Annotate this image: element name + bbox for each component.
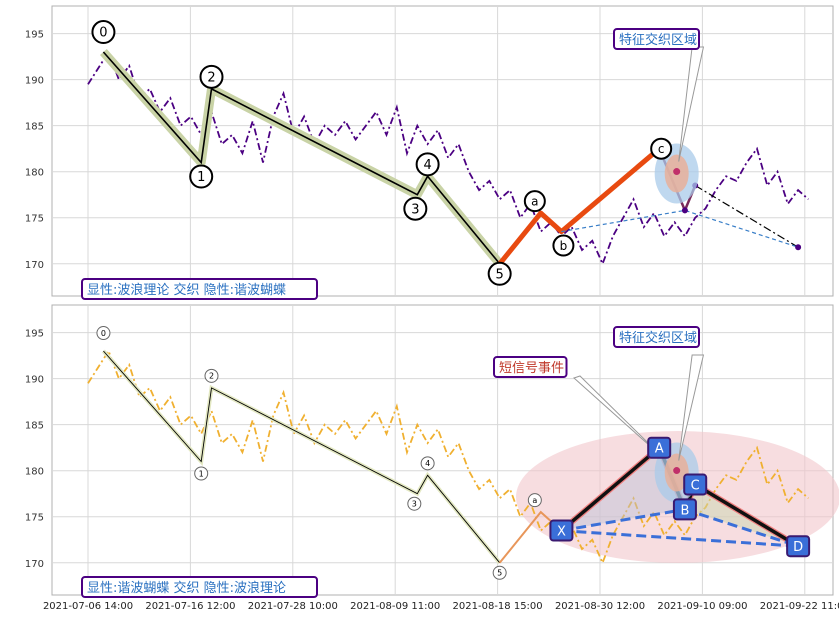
signal-arrow xyxy=(573,375,663,458)
wave-label-c-text: c xyxy=(658,142,665,156)
small-wave-label-5 xyxy=(492,565,507,580)
wave-label-c xyxy=(650,137,673,160)
harmonic-label-C xyxy=(683,473,708,496)
wave-label-a-text: a xyxy=(531,194,538,208)
x-tick-label: 2021-08-30 12:00 xyxy=(555,601,645,612)
small-wave-label-a xyxy=(527,493,542,508)
small-wave-label-0 xyxy=(96,326,111,341)
small-wave-label-2-text: 2 xyxy=(209,372,214,381)
callout-label-top: 特征交织区域 xyxy=(619,32,697,48)
y-tick-label: 185 xyxy=(25,421,44,432)
small-wave-label-5-text: 5 xyxy=(497,569,502,578)
x-tick-label: 2021-09-22 11:00 xyxy=(760,601,839,612)
harmonic-triangle-xab xyxy=(561,447,685,531)
small-wave-label-4-text: 4 xyxy=(425,459,430,468)
y-tick-label: 195 xyxy=(25,329,44,340)
wave-label-3-text: 3 xyxy=(411,202,419,217)
intersection-zone-core-bottom xyxy=(673,467,681,475)
harmonic-label-D xyxy=(786,535,811,558)
small-wave-label-4 xyxy=(420,456,435,471)
wave-label-4-text: 4 xyxy=(423,158,431,173)
small-wave-label-1-text: 1 xyxy=(199,469,204,478)
small-wave-label-0-text: 0 xyxy=(101,329,106,338)
wave-label-b xyxy=(552,234,575,257)
x-tick-label: 2021-08-18 15:00 xyxy=(453,601,543,612)
callout-label-bottom-box xyxy=(613,326,700,348)
harmonic-diagonal-1 xyxy=(561,529,799,548)
panel-caption-bottom: 显性:谐波蝴蝶 交织 隐性:波浪理论 xyxy=(87,580,286,596)
y-tick-label: 170 xyxy=(25,559,44,570)
harmonic-label-A xyxy=(647,436,672,459)
price-series-top xyxy=(87,49,809,267)
wave-label-2-text: 2 xyxy=(207,71,215,86)
harmonic-label-A-text: A xyxy=(655,442,664,457)
y-tick-label: 180 xyxy=(25,168,44,179)
x-tick-label: 2021-07-28 10:00 xyxy=(248,601,338,612)
x-tick-label: 2021-07-16 12:00 xyxy=(145,601,235,612)
panel-caption-top: 显性:波浪理论 交织 隐性:谐波蝴蝶 xyxy=(87,282,286,298)
forecast-dashed xyxy=(561,209,799,248)
callout-arrow-bottom xyxy=(678,354,705,461)
callout-label-top-box xyxy=(613,28,700,50)
wave-line-bottom xyxy=(103,350,501,564)
y-tick-label: 175 xyxy=(25,214,44,225)
harmonic-diagonal-0 xyxy=(561,507,686,533)
y-tick-label: 170 xyxy=(25,260,44,271)
forecast-point xyxy=(795,244,802,251)
wave-label-b-text: b xyxy=(560,239,568,253)
wave-label-5-text: 5 xyxy=(496,267,504,282)
wave-label-0-text: 0 xyxy=(99,26,107,41)
price-series-bottom xyxy=(87,348,809,566)
abc-line xyxy=(497,146,661,266)
y-tick-label: 175 xyxy=(25,513,44,524)
small-wave-label-a-text: a xyxy=(532,496,537,505)
wave-line xyxy=(102,51,501,265)
signal-label: 短信号事件 xyxy=(499,361,564,376)
small-wave-label-3-text: 3 xyxy=(412,500,417,509)
wave-label-3 xyxy=(403,196,428,221)
wave-label-1 xyxy=(189,164,214,189)
wave-label-5 xyxy=(487,261,512,286)
y-tick-label: 185 xyxy=(25,122,44,133)
signal-label-box xyxy=(493,356,568,378)
forecast-dashdot xyxy=(694,184,799,248)
wave-label-2 xyxy=(199,64,224,89)
small-wave-label-1 xyxy=(194,466,209,481)
wave-label-1-text: 1 xyxy=(197,170,205,185)
y-tick-label: 190 xyxy=(25,76,44,87)
harmonic-label-X-text: X xyxy=(557,525,566,540)
small-wave-label-2 xyxy=(204,368,219,383)
harmonic-label-C-text: C xyxy=(691,479,700,494)
forecast-point xyxy=(681,207,688,214)
callout-label-bottom: 特征交织区域 xyxy=(619,330,697,346)
y-tick-label: 190 xyxy=(25,375,44,386)
harmonic-label-X xyxy=(549,519,574,542)
x-tick-label: 2021-08-09 11:00 xyxy=(350,601,440,612)
harmonic-label-B-text: B xyxy=(680,503,689,518)
harmonic-label-D-text: D xyxy=(793,540,803,555)
panel-caption-top-box xyxy=(81,278,318,300)
harmonic-diagonal-2 xyxy=(684,507,799,548)
wave-label-a xyxy=(523,190,546,213)
y-tick-label: 180 xyxy=(25,467,44,478)
intersection-zone-core xyxy=(673,168,681,176)
wave-label-4 xyxy=(415,152,440,177)
y-tick-label: 195 xyxy=(25,30,44,41)
x-tick-label: 2021-09-10 09:00 xyxy=(657,601,747,612)
plot-area-0 xyxy=(51,5,834,297)
x-tick-label: 2021-07-06 14:00 xyxy=(43,601,133,612)
small-wave-label-3 xyxy=(407,496,422,511)
harmonic-label-B xyxy=(672,498,697,521)
panel-caption-bottom-box xyxy=(81,576,318,598)
wave-label-0 xyxy=(91,20,116,45)
